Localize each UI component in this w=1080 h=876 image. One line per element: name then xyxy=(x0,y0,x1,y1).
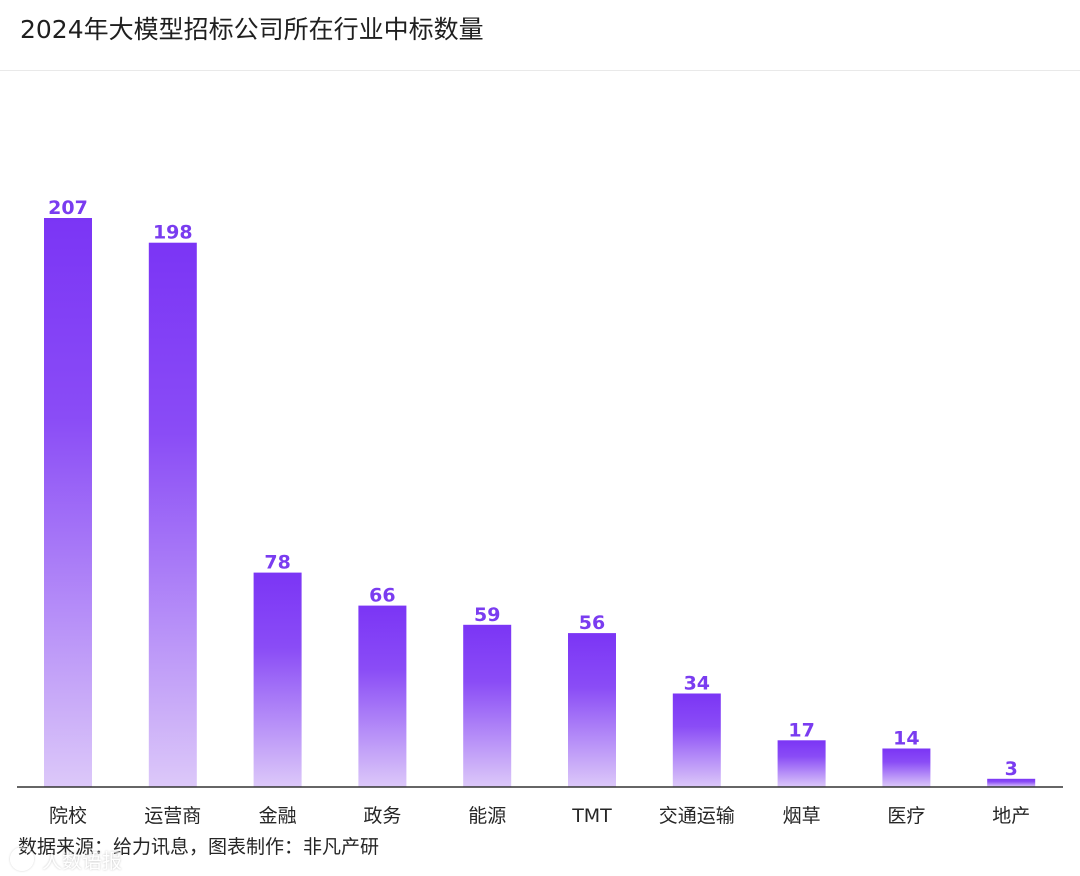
value-label-7: 17 xyxy=(788,719,814,741)
bar-5 xyxy=(568,633,616,787)
category-label-0: 院校 xyxy=(49,805,87,827)
value-label-3: 66 xyxy=(369,585,395,607)
value-label-5: 56 xyxy=(579,612,605,634)
value-label-1: 198 xyxy=(153,222,193,244)
bar-3 xyxy=(358,605,407,787)
value-label-8: 14 xyxy=(893,728,919,750)
value-labels-group: 207 198 78 66 59 56 34 17 14 3 xyxy=(48,197,1018,780)
watermark-text: 人数语报 xyxy=(42,848,122,873)
bar-1 xyxy=(148,242,197,787)
watermark: 人数语报 xyxy=(10,846,122,873)
value-label-4: 59 xyxy=(474,604,500,626)
bar-4 xyxy=(463,624,512,787)
bars-group xyxy=(44,218,1036,787)
title-divider xyxy=(0,70,1080,71)
value-label-6: 34 xyxy=(684,673,710,695)
category-label-5: TMT xyxy=(571,805,612,827)
value-label-0: 207 xyxy=(48,197,88,219)
bar-6 xyxy=(672,693,721,787)
value-label-9: 3 xyxy=(1005,758,1018,780)
category-label-9: 地产 xyxy=(992,805,1030,827)
category-label-8: 医疗 xyxy=(887,805,925,827)
category-label-3: 政务 xyxy=(363,805,401,827)
category-label-7: 烟草 xyxy=(783,805,821,827)
bar-8 xyxy=(882,748,931,787)
category-labels-group: 院校 运营商 金融 政务 能源 TMT 交通运输 烟草 医疗 地产 xyxy=(49,805,1030,827)
bar-0 xyxy=(44,218,92,787)
bar-7 xyxy=(777,740,826,787)
bar-9 xyxy=(987,778,1036,787)
category-label-6: 交通运输 xyxy=(659,805,735,827)
category-label-2: 金融 xyxy=(259,805,297,827)
camera-logo-icon xyxy=(10,847,34,871)
value-label-2: 78 xyxy=(264,552,290,574)
bar-2 xyxy=(253,572,302,787)
chart-title: 2024年大模型招标公司所在行业中标数量 xyxy=(20,15,484,44)
category-label-1: 运营商 xyxy=(144,805,201,827)
data-source-note: 数据来源：给力讯息，图表制作：非凡产研 xyxy=(18,836,380,858)
category-label-4: 能源 xyxy=(468,805,506,827)
